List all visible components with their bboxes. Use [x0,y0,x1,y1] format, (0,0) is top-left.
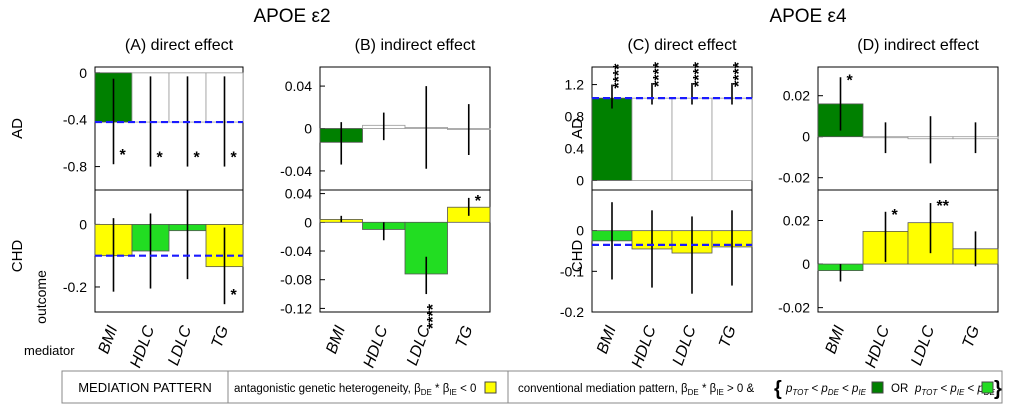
legend-swatch-yellow [484,381,497,394]
ytick-label: 0 [304,121,312,137]
category-label-ldlc: LDLC [670,323,700,368]
svg-text:conventional mediation pattern: conventional mediation pattern, βDE * βI… [518,383,755,397]
ytick-label: 0.4 [565,140,585,156]
chart-panels: 0-0.4-0.8* * * *(A) direct effectAD0-0.2*CH… [9,37,999,370]
ytick-label: -0.04 [280,163,312,179]
ytick-label: 0.8 [565,109,585,125]
panel-b-ad: 0.04 0 -0.04 (B) indirect effect [280,37,491,191]
category-label-hdlc: HDLC [127,323,158,370]
bar-ldlc [671,97,713,181]
category-label-hdlc: HDLC [862,323,893,370]
mediation-pattern-legend: MEDIATION PATTERN antagonistic genetic h… [61,370,1003,404]
y-axis-label: AD [569,118,586,139]
legend-title: MEDIATION PATTERN [78,380,212,395]
ytick-label: -0.2 [63,279,87,295]
ytick-label: 0 [802,256,810,272]
panel-d-chd: 0.020-0.02***BMI HDLC LDLC TG [778,189,999,370]
legend-antagonistic: antagonistic genetic heterogeneity, βDE … [234,381,497,397]
significance-stars: * [157,150,164,167]
group-title-apoe-e2: APOE ε2 [253,6,330,27]
ytick-label: -0.12 [280,300,312,316]
ytick-label: 0.04 [285,186,312,202]
category-label-tg: TG [960,324,984,351]
y-axis-label: CHD [9,240,26,273]
svg-text:antagonistic genetic heterogen: antagonistic genetic heterogeneity, βDE … [234,383,476,397]
ytick-label: 0 [576,223,584,239]
ytick-label: -0.2 [560,304,584,320]
svg-text:OR: OR [891,383,908,395]
significance-stars: **** [731,61,748,87]
panel-d-ad: 0.02 0 -0.02 * (D) indirect effect [778,37,999,191]
significance-stars: * [231,150,238,167]
ytick-label: 0.02 [783,213,810,229]
bar-hdlc [631,97,673,181]
significance-stars: * [847,72,854,89]
panel-title: (C) direct effect [627,37,737,54]
category-label-bmi: BMI [823,323,849,356]
ytick-label: -0.04 [280,243,312,259]
significance-stars: * [194,150,201,167]
category-label-tg: TG [716,324,740,351]
panel-title: (A) direct effect [125,37,234,54]
panel-b-chd: 0.040-0.04-0.08-0.12 *****BMI HDLC LDLC TG [280,186,491,370]
panel-c-chd: 0 -0.1 -0.2 CHD BMI HDLC LDLC TG [560,189,753,370]
category-label-tg: TG [209,324,233,351]
legend-conventional: conventional mediation pattern, βDE * βI… [518,378,1002,400]
ytick-label: -0.8 [63,159,87,175]
y-axis-label: CHD [569,240,586,273]
significance-stars: * [892,207,899,224]
significance-stars: **** [691,61,708,87]
significance-stars: ** [937,198,950,215]
outcome-label: outcome [33,270,49,324]
ytick-label: -0.08 [280,272,312,288]
svg-text:{: { [774,378,782,400]
significance-stars: * [120,147,127,164]
category-label-bmi: BMI [96,323,122,356]
category-label-bmi: BMI [594,323,620,356]
significance-stars: **** [651,61,668,87]
ytick-label: -0.02 [778,300,810,316]
significance-stars: * [231,287,238,304]
ytick-label: 0 [802,129,810,145]
legend-swatch-light-green [981,381,994,394]
ytick-label: -0.4 [63,112,87,128]
category-label-ldlc: LDLC [908,323,938,368]
category-label-tg: TG [453,324,477,351]
category-label-ldlc: LDLC [165,323,195,368]
row-labels: outcome mediator [24,270,75,358]
ytick-label: 0 [304,214,312,230]
y-axis-label: AD [9,118,26,139]
ytick-label: 0 [79,65,87,81]
category-label-hdlc: HDLC [629,323,660,370]
ytick-label: -0.1 [560,263,584,279]
figure-titles: APOE ε2 APOE ε4 [253,6,847,27]
significance-stars: **** [425,303,442,329]
bar-tg [711,97,753,181]
significance-stars: * [475,193,482,210]
legend-swatch-dark-green [871,381,884,394]
svg-text:pTOT < pDE < pIE: pTOT < pDE < pIE [785,383,867,397]
category-label-ldlc: LDLC [404,323,434,368]
group-title-apoe-e4: APOE ε4 [769,6,847,27]
ytick-label: 0.04 [285,78,312,94]
ytick-label: 0 [79,216,87,232]
ytick-label: 0.02 [783,88,810,104]
ytick-label: 0 [576,172,584,188]
ytick-label: 1.2 [565,77,585,93]
significance-stars: **** [611,63,628,89]
panel-title: (B) indirect effect [355,37,476,54]
ytick-label: -0.02 [778,170,810,186]
panel-a-ad: 0 -0.4 -0.8 * * * * (A) direct effect AD [9,37,244,191]
bar-bmi [591,97,633,181]
category-label-hdlc: HDLC [361,323,392,370]
panel-title: (D) indirect effect [857,37,979,54]
category-label-bmi: BMI [323,323,349,356]
panel-c-ad: 1.2 0.8 0.4 0 **** **** **** **** (C) direct eff… [565,37,753,191]
svg-text:}: } [994,378,1002,400]
mediator-label: mediator [24,343,75,358]
